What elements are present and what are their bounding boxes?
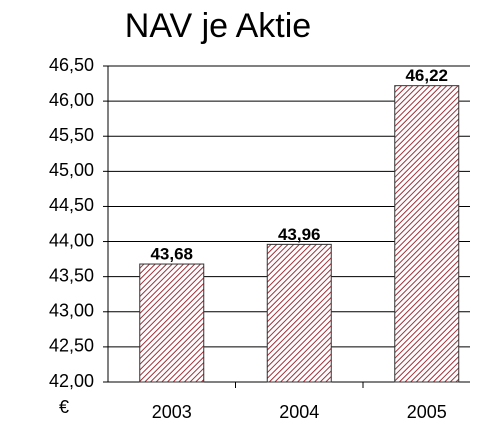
x-tick-label: 2004 [279, 402, 319, 422]
value-label: 43,68 [150, 245, 193, 264]
y-tick-label: 43,50 [49, 265, 94, 285]
bar [266, 243, 332, 383]
x-tick-label: 2003 [152, 402, 192, 422]
chart-title: NAV je Aktie [125, 7, 311, 45]
y-tick-label: 46,00 [49, 90, 94, 110]
y-tick-label: 42,00 [49, 371, 94, 391]
y-tick-label: 45,00 [49, 160, 94, 180]
value-label: 46,22 [405, 66, 448, 85]
y-tick-label: 46,50 [49, 55, 94, 75]
y-axis-label: € [59, 397, 69, 417]
bar [394, 85, 460, 383]
y-tick-label: 43,00 [49, 301, 94, 321]
y-tick-label: 44,00 [49, 230, 94, 250]
value-label: 43,96 [278, 225, 321, 244]
y-tick-label: 42,50 [49, 336, 94, 356]
x-tick-label: 2005 [407, 402, 447, 422]
y-tick-label: 44,50 [49, 195, 94, 215]
y-tick-label: 45,50 [49, 125, 94, 145]
bar [139, 263, 205, 383]
